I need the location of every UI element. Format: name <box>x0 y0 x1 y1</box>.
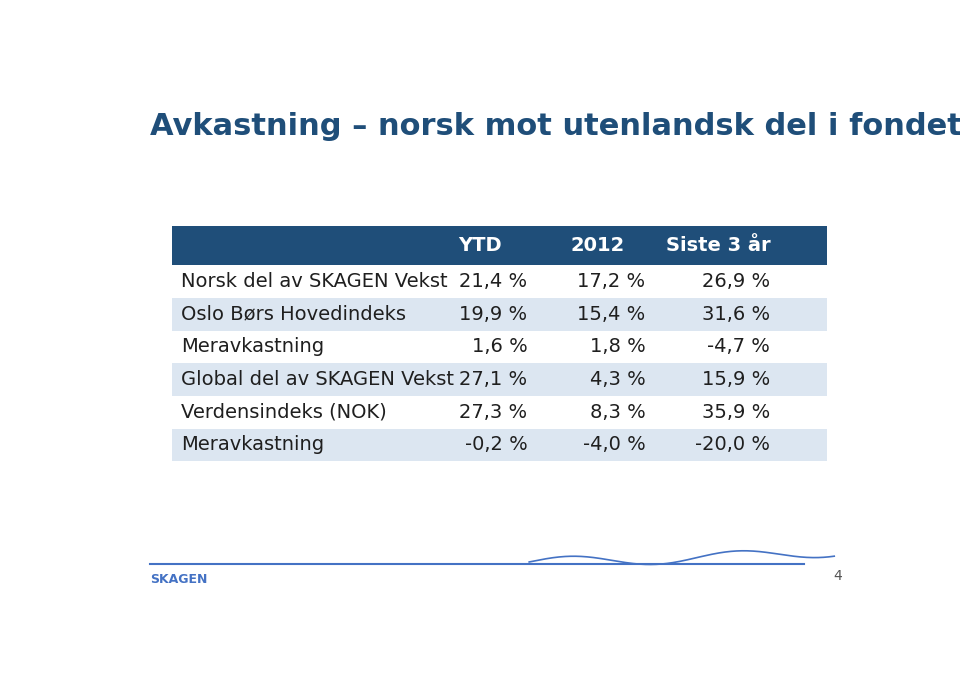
Text: 4,3 %: 4,3 % <box>589 370 645 389</box>
Bar <box>172 265 827 298</box>
Text: -20,0 %: -20,0 % <box>695 435 770 454</box>
Text: 2012: 2012 <box>570 236 625 255</box>
Text: 17,2 %: 17,2 % <box>577 272 645 291</box>
Text: Oslo Børs Hovedindeks: Oslo Børs Hovedindeks <box>181 305 406 324</box>
Text: Siste 3 år: Siste 3 år <box>666 236 771 255</box>
Text: Global del av SKAGEN Vekst: Global del av SKAGEN Vekst <box>181 370 454 389</box>
Text: 19,9 %: 19,9 % <box>460 305 528 324</box>
Text: Verdensindeks (NOK): Verdensindeks (NOK) <box>181 403 387 422</box>
Text: Norsk del av SKAGEN Vekst: Norsk del av SKAGEN Vekst <box>181 272 447 291</box>
Text: 27,3 %: 27,3 % <box>460 403 528 422</box>
Bar <box>172 396 827 429</box>
Text: 1,8 %: 1,8 % <box>589 338 645 357</box>
Text: 27,1 %: 27,1 % <box>460 370 528 389</box>
Bar <box>172 429 827 461</box>
Text: 1,6 %: 1,6 % <box>471 338 528 357</box>
Text: -0,2 %: -0,2 % <box>465 435 528 454</box>
Text: -4,7 %: -4,7 % <box>707 338 770 357</box>
Text: 31,6 %: 31,6 % <box>702 305 770 324</box>
Text: Avkastning – norsk mot utenlandsk del i fondet: Avkastning – norsk mot utenlandsk del i … <box>150 112 960 141</box>
Text: 21,4 %: 21,4 % <box>460 272 528 291</box>
Bar <box>172 330 827 363</box>
Text: Meravkastning: Meravkastning <box>181 435 324 454</box>
Text: 15,4 %: 15,4 % <box>577 305 645 324</box>
Bar <box>172 226 827 265</box>
Text: -4,0 %: -4,0 % <box>583 435 645 454</box>
Text: Meravkastning: Meravkastning <box>181 338 324 357</box>
Text: 15,9 %: 15,9 % <box>702 370 770 389</box>
Text: 8,3 %: 8,3 % <box>589 403 645 422</box>
Text: 35,9 %: 35,9 % <box>702 403 770 422</box>
Bar <box>172 363 827 396</box>
Bar <box>172 298 827 330</box>
Text: 26,9 %: 26,9 % <box>702 272 770 291</box>
Text: 4: 4 <box>833 569 842 583</box>
Text: SKAGEN: SKAGEN <box>150 573 207 586</box>
Text: YTD: YTD <box>458 236 502 255</box>
